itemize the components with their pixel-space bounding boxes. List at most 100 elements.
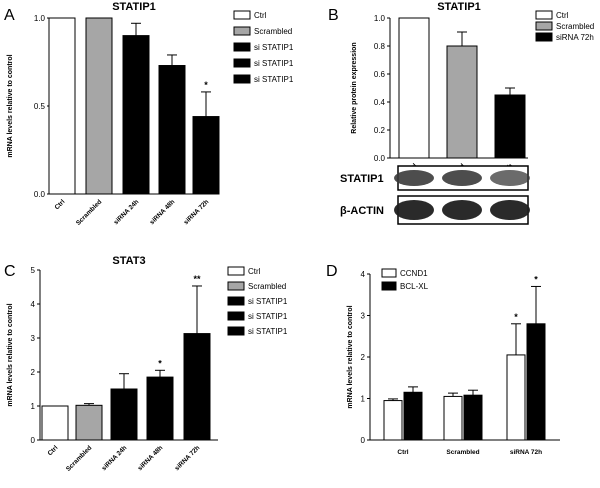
panel-b-y-tick-label: 0.0 bbox=[374, 154, 386, 163]
panel-b-bar bbox=[494, 94, 526, 159]
panel-d-x-tick-label: Scrambled bbox=[446, 449, 479, 456]
panel-c-y-tick-label: 4 bbox=[31, 300, 36, 309]
panel-b-blot-band bbox=[442, 170, 482, 186]
panel-c-legend-label: Ctrl bbox=[248, 267, 261, 276]
panel-a-title: STATIP1 bbox=[112, 1, 156, 13]
panel-b-legend-label: siRNA 72h bbox=[556, 33, 594, 42]
panel-a-legend-swatch bbox=[233, 74, 251, 84]
panel-a-bar bbox=[122, 35, 150, 195]
panel-d-bar-bcl-xl-significance: * bbox=[534, 274, 538, 284]
panel-a-bar bbox=[48, 17, 76, 195]
panel-c-legend-label: si STATIP1 bbox=[248, 327, 288, 336]
panel-d-legend-swatch bbox=[381, 281, 397, 291]
panel-d-bar-ccnd1-significance: * bbox=[514, 312, 518, 322]
panel-b-blot-band bbox=[442, 200, 482, 220]
panel-b-letter: B bbox=[328, 7, 339, 24]
panel-a-letter: A bbox=[4, 7, 15, 24]
panel-b-y-tick-label: 0.4 bbox=[374, 98, 386, 107]
panel-c-legend-swatch bbox=[227, 296, 245, 306]
panel-a-x-tick-label: siRNA 48h bbox=[149, 198, 177, 226]
panel-a-y-tick-label: 0.5 bbox=[34, 102, 46, 111]
panel-d-y-tick-label: 1 bbox=[361, 395, 366, 404]
panel-c-y-tick-label: 1 bbox=[31, 402, 36, 411]
panel-a-bar-significance: * bbox=[204, 80, 208, 90]
panel-d-legend-label: BCL-XL bbox=[400, 282, 429, 291]
panel-a-x-tick-label: siRNA 24h bbox=[113, 198, 141, 226]
panel-c-bar-significance: * bbox=[158, 358, 162, 368]
panel-d-y-tick-label: 0 bbox=[361, 436, 366, 445]
panel-d-bar-bcl-xl bbox=[526, 323, 546, 441]
panel-d-bar-ccnd1 bbox=[383, 400, 403, 441]
panel-a-bar bbox=[192, 116, 220, 195]
panel-c-legend-swatch bbox=[227, 281, 245, 291]
panel-d-y-tick-label: 3 bbox=[361, 312, 366, 321]
panel-a-legend-swatch bbox=[233, 58, 251, 68]
panel-d-bar-ccnd1 bbox=[506, 354, 526, 441]
panel-a-legend-label: si STATIP1 bbox=[254, 43, 294, 52]
panel-c-y-tick-label: 2 bbox=[31, 368, 36, 377]
panel-a-bar bbox=[85, 17, 113, 195]
panel-c-y-tick-label: 5 bbox=[31, 266, 36, 275]
panel-b-blot-label: STATIP1 bbox=[340, 173, 384, 185]
panel-c-bar bbox=[41, 405, 69, 441]
panel-a-x-tick-label: siRNA 72h bbox=[183, 198, 211, 226]
panel-d-bar-ccnd1 bbox=[443, 395, 463, 441]
panel-d-letter: D bbox=[326, 263, 338, 280]
panel-c-bar bbox=[75, 404, 103, 441]
panel-b-legend-swatch bbox=[535, 21, 553, 31]
panel-b-bar bbox=[446, 45, 478, 159]
panel-a-x-tick-label: Ctrl bbox=[54, 198, 67, 211]
panel-c-x-tick-label: Ctrl bbox=[47, 444, 60, 457]
panel-a-y-axis-label: mRNA levels relative to control bbox=[7, 54, 14, 157]
panel-c-legend-label: si STATIP1 bbox=[248, 297, 288, 306]
panel-a-legend-label: si STATIP1 bbox=[254, 59, 294, 68]
panel-c-bar bbox=[146, 376, 174, 441]
panel-a-legend-swatch bbox=[233, 10, 251, 20]
panel-b-legend-label: Ctrl bbox=[556, 11, 569, 20]
panel-c-y-tick-label: 3 bbox=[31, 334, 36, 343]
panel-d-x-tick-label: siRNA 72h bbox=[510, 449, 542, 456]
panel-a-bar bbox=[158, 65, 186, 195]
panel-c-legend-label: Scrambled bbox=[248, 282, 286, 291]
panel-c-x-tick-label: siRNA 72h bbox=[174, 444, 202, 472]
panel-d-y-tick-label: 2 bbox=[361, 353, 366, 362]
panel-c-legend-swatch bbox=[227, 311, 245, 321]
panel-b-y-tick-label: 0.2 bbox=[374, 126, 386, 135]
panel-b-blot-band bbox=[490, 200, 530, 220]
panel-b-y-tick-label: 1.0 bbox=[374, 14, 386, 23]
panel-b-bar bbox=[398, 17, 430, 159]
panel-c-legend-swatch bbox=[227, 266, 245, 276]
panel-c-y-tick-label: 0 bbox=[31, 436, 36, 445]
panel-b-blot-band bbox=[490, 170, 530, 186]
panel-a-legend-label: Ctrl bbox=[254, 11, 267, 20]
panel-b-blot-label: β-ACTIN bbox=[340, 205, 384, 217]
panel-c-legend-label: si STATIP1 bbox=[248, 312, 288, 321]
panel-d-x-tick-label: Ctrl bbox=[397, 449, 408, 456]
panel-c-bar bbox=[110, 388, 138, 441]
panel-d-y-tick-label: 4 bbox=[361, 270, 366, 279]
panel-c-bar bbox=[183, 333, 211, 441]
panel-d-y-axis-label: mRNA levels relative to control bbox=[347, 305, 354, 408]
panel-b-blot-band bbox=[394, 200, 434, 220]
panel-b-y-axis-label: Relative protein expression bbox=[351, 42, 358, 133]
panel-c-bar-significance: ** bbox=[193, 274, 201, 284]
panel-b-legend-swatch bbox=[535, 10, 553, 20]
panel-b-y-tick-label: 0.6 bbox=[374, 70, 386, 79]
panel-c-title: STAT3 bbox=[112, 255, 145, 267]
panel-b-legend-swatch bbox=[535, 32, 553, 42]
panel-c-x-tick-label: siRNA 24h bbox=[101, 444, 129, 472]
panel-c-x-tick-label: siRNA 48h bbox=[137, 444, 165, 472]
panel-d-legend-swatch bbox=[381, 268, 397, 278]
panel-c-x-tick-label: Scrambled bbox=[65, 444, 93, 472]
panel-d-bar-bcl-xl bbox=[403, 391, 423, 441]
panel-b-legend-label: Scrambled bbox=[556, 22, 594, 31]
panel-b-blot-band bbox=[394, 170, 434, 186]
panel-a-y-tick-label: 1.0 bbox=[34, 14, 46, 23]
panel-a-legend-label: si STATIP1 bbox=[254, 75, 294, 84]
panel-a-y-tick-label: 0.0 bbox=[34, 190, 46, 199]
panel-a-legend-swatch bbox=[233, 26, 251, 36]
panel-a-legend-swatch bbox=[233, 42, 251, 52]
panel-d-legend-label: CCND1 bbox=[400, 269, 428, 278]
panel-d-bar-bcl-xl bbox=[463, 394, 483, 441]
